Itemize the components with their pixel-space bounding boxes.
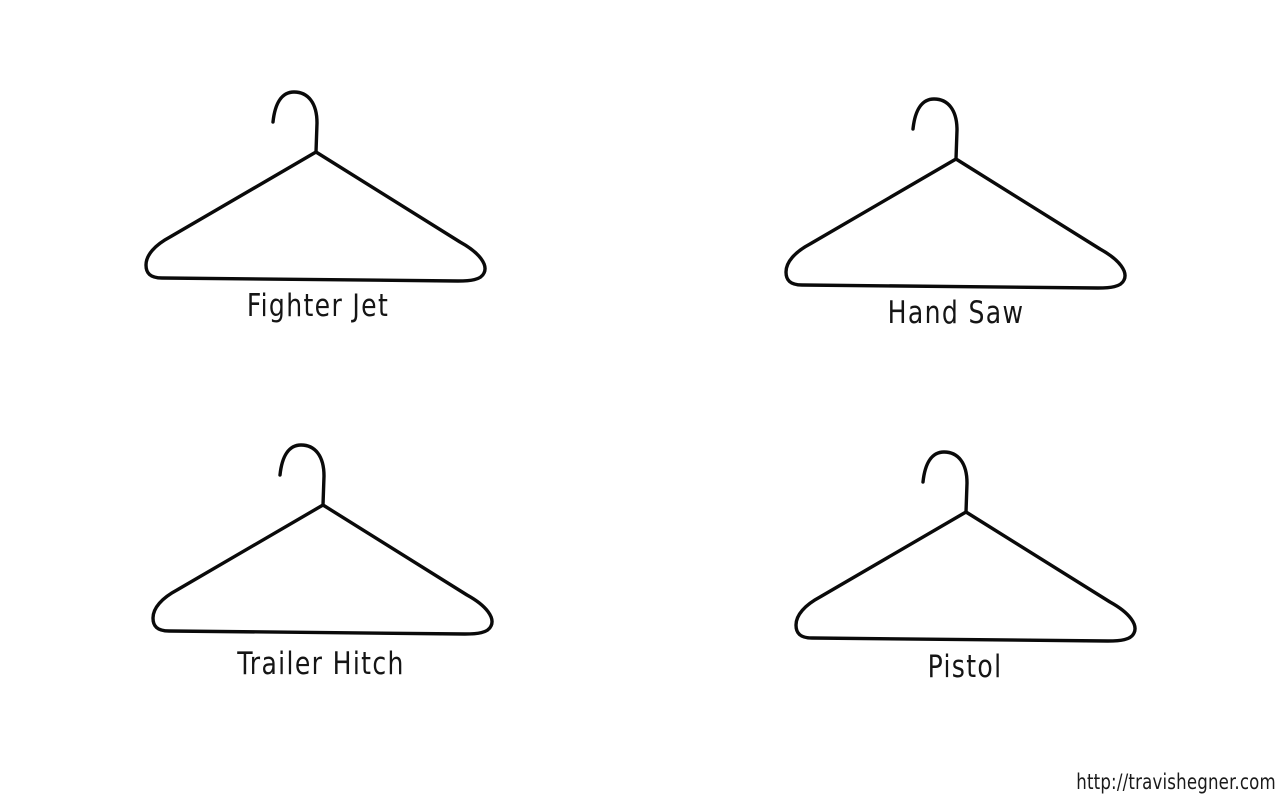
clothes-hanger-icon [794,450,1137,643]
hanger-label: Fighter Jet [246,288,390,324]
hanger-label: Hand Saw [887,295,1025,331]
hanger-trailer-hitch: Trailer Hitch [147,438,507,698]
hanger-hand-saw: Hand Saw [780,92,1140,352]
hanger-label: Pistol [927,649,1003,685]
hanger-label: Trailer Hitch [237,646,405,682]
clothes-hanger-icon [144,90,487,283]
source-credit-link[interactable]: http://travishegner.com [1076,770,1276,794]
clothes-hanger-icon [151,443,494,636]
hanger-pistol: Pistol [790,445,1150,705]
hanger-fighter-jet: Fighter Jet [140,85,500,345]
clothes-hanger-icon [784,97,1127,290]
